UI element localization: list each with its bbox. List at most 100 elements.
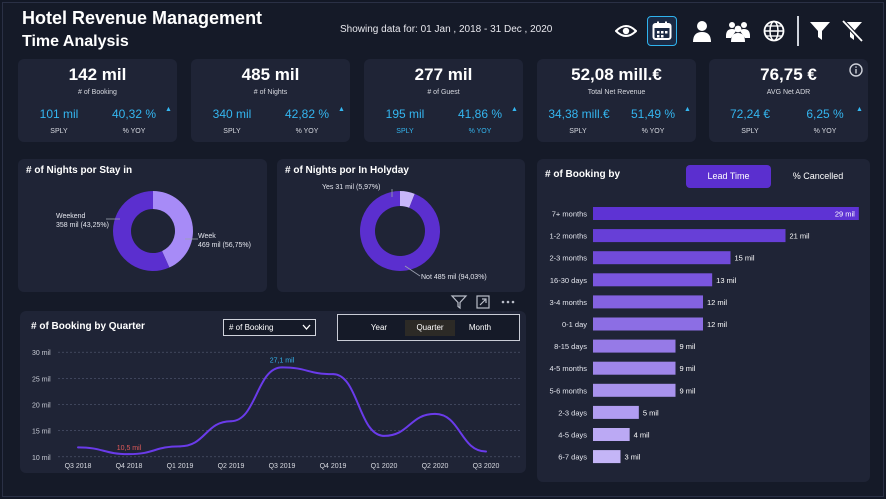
kpi-yoy-value: 51,49 % xyxy=(630,107,676,121)
kpi-sply-label: SPLY xyxy=(50,128,68,135)
kpi-card-avg-adr: 76,75 € AVG Net ADR 72,24 € 6,25 % ▲ SPL… xyxy=(709,59,868,142)
bar-category-label: 4-5 days xyxy=(558,431,587,440)
bar[interactable] xyxy=(593,295,703,309)
lead-time-title: # of Booking by xyxy=(545,169,620,180)
kpi-yoy-value: 6,25 % xyxy=(806,107,844,121)
kpi-yoy-value: 42,82 % xyxy=(284,107,330,121)
bar-category-label: 7+ months xyxy=(552,210,587,219)
kpi-label: AVG Net ADR xyxy=(766,89,811,96)
kpi-value: 52,08 mill.€ xyxy=(571,65,662,84)
y-tick-label: 25 mil xyxy=(32,376,51,383)
kpi-card-net-revenue: 52,08 mill.€ Total Net Revenue 34,38 mil… xyxy=(537,59,696,142)
kpi-sply-value: 34,38 mill.€ xyxy=(548,107,610,121)
bar[interactable] xyxy=(593,450,621,464)
bar[interactable] xyxy=(593,339,676,353)
bar[interactable] xyxy=(593,428,630,441)
trend-up-icon: ▲ xyxy=(856,106,863,113)
bar[interactable] xyxy=(593,229,786,243)
calendar-icon[interactable] xyxy=(647,16,677,46)
donut-slice-week[interactable] xyxy=(112,191,170,271)
y-tick-label: 30 mil xyxy=(32,350,51,357)
x-tick-label: Q3 2018 xyxy=(65,463,92,470)
donut-slice-weekend[interactable] xyxy=(153,191,193,268)
bar-value-label: 12 mil xyxy=(707,320,727,329)
bar[interactable] xyxy=(593,383,676,397)
bar-category-label: 16-30 days xyxy=(550,276,587,285)
clear-filter-icon[interactable] xyxy=(837,16,867,46)
trend-up-icon: ▲ xyxy=(338,106,345,113)
kpi-sply-value: 72,24 € xyxy=(729,107,771,121)
bar[interactable] xyxy=(593,317,703,331)
donut-slice-yes[interactable] xyxy=(400,191,415,208)
kpi-sply-value: 101 mil xyxy=(39,107,79,121)
bar-category-label: 3-4 months xyxy=(549,298,587,307)
kpi-sply-label: SPLY xyxy=(396,128,414,135)
min-data-label: 10,5 mil xyxy=(117,445,142,452)
granularity-quarter-button[interactable]: Quarter xyxy=(405,320,455,336)
bar-category-label: 1-2 months xyxy=(549,232,587,241)
kpi-sply-value: 340 mil xyxy=(212,107,252,121)
kpi-card-bookings: 142 mil # of Booking 101 mil 40,32 % ▲ S… xyxy=(18,59,177,142)
trend-up-icon: ▲ xyxy=(684,106,691,113)
measure-dropdown[interactable]: # of Booking xyxy=(223,319,316,336)
bar-value-label: 9 mil xyxy=(680,386,696,395)
lead-time-button[interactable]: Lead Time xyxy=(686,165,771,188)
kpi-sply-value: 195 mil xyxy=(385,107,425,121)
kpi-card-nights: 485 mil # of Nights 340 mil 42,82 % ▲ SP… xyxy=(191,59,350,142)
kpi-value: 76,75 € xyxy=(760,65,817,84)
x-tick-label: Q4 2019 xyxy=(320,463,347,470)
kpi-yoy-label: % YOY xyxy=(122,128,146,135)
x-tick-label: Q3 2020 xyxy=(473,463,500,470)
group-icon[interactable] xyxy=(723,16,753,46)
kpi-label: Total Net Revenue xyxy=(587,89,646,96)
measure-dropdown-value: # of Booking xyxy=(229,323,274,332)
bar-category-label: 6-7 days xyxy=(558,453,587,462)
slice-label-week: Week 469 mil (56,75%) xyxy=(198,233,251,249)
max-data-label: 27,1 mil xyxy=(270,357,295,364)
toolbar xyxy=(607,14,871,48)
bar[interactable] xyxy=(593,405,639,419)
data-point xyxy=(281,366,283,369)
quarter-line-chart: 10 mil 15 mil 20 mil 25 mil 30 mil Q3 2018 Q4 … xyxy=(32,350,520,470)
slice-label-yes: Yes 31 mil (5,97%) xyxy=(322,184,381,191)
y-tick-label: 15 mil xyxy=(32,429,51,436)
cancelled-button[interactable]: % Cancelled xyxy=(792,171,844,181)
kpi-label: # of Guest xyxy=(427,89,460,96)
person-icon[interactable] xyxy=(687,16,717,46)
data-point xyxy=(332,373,334,376)
stay-in-title: # of Nights por Stay in xyxy=(26,165,133,176)
granularity-month-button[interactable]: Month xyxy=(468,323,492,332)
data-point xyxy=(434,412,436,415)
bar-category-label: 0-1 day xyxy=(562,320,587,329)
booking-series-line xyxy=(77,366,487,456)
data-point xyxy=(179,445,181,448)
stay-in-donut xyxy=(106,191,198,271)
bar-category-label: 8-15 days xyxy=(554,342,587,351)
page-subtitle: Time Analysis xyxy=(22,33,129,50)
bar[interactable] xyxy=(593,273,713,287)
trend-up-icon: ▲ xyxy=(511,106,518,113)
bar-category-label: 5-6 months xyxy=(549,386,587,395)
toolbar-separator xyxy=(797,16,799,46)
bar[interactable] xyxy=(593,361,676,375)
kpi-yoy-label: % YOY xyxy=(295,128,319,135)
bar[interactable] xyxy=(593,251,731,265)
kpi-label: # of Nights xyxy=(253,89,288,96)
trend-up-icon: ▲ xyxy=(165,106,172,113)
info-icon[interactable] xyxy=(849,63,863,77)
holiday-title: # of Nights por In Holyday xyxy=(285,165,409,176)
bar[interactable] xyxy=(593,207,859,220)
bar-value-label: 12 mil xyxy=(707,298,727,307)
data-point xyxy=(485,450,487,453)
kpi-yoy-value: 40,32 % xyxy=(111,107,157,121)
y-tick-label: 10 mil xyxy=(32,455,51,462)
donut-slice-not[interactable] xyxy=(360,191,440,271)
x-tick-label: Q2 2020 xyxy=(422,463,449,470)
globe-icon[interactable] xyxy=(759,16,789,46)
granularity-year-button[interactable]: Year xyxy=(370,323,388,332)
data-point xyxy=(77,446,79,449)
x-tick-label: Q1 2019 xyxy=(167,463,194,470)
eye-icon[interactable] xyxy=(611,16,641,46)
quarter-title: # of Booking by Quarter xyxy=(31,321,145,332)
filter-icon[interactable] xyxy=(805,16,835,46)
